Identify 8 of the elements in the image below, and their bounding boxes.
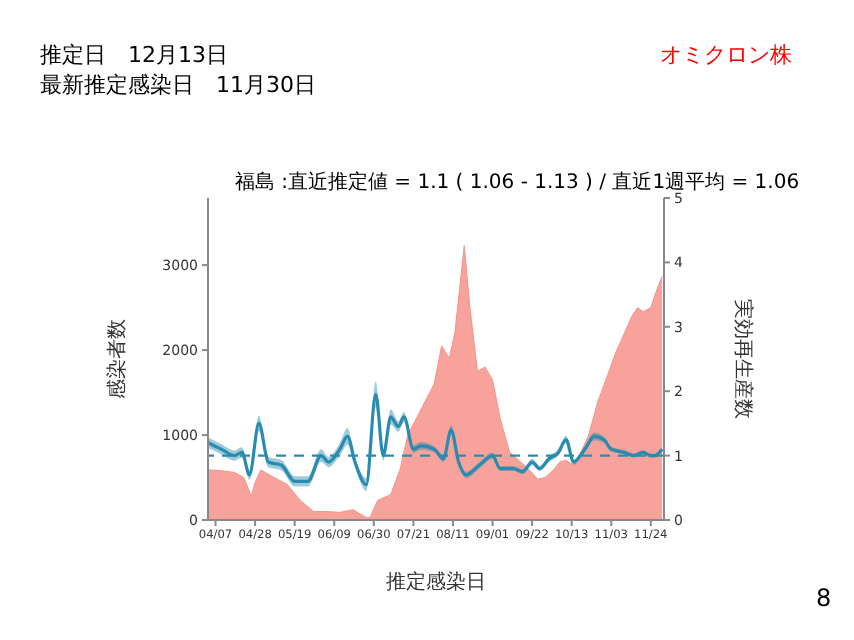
text: 推定日 12月13日 xyxy=(40,40,228,70)
y2-axis-title: 実効再生産数 xyxy=(730,299,755,419)
x-axis-title: 推定感染日 xyxy=(386,570,486,594)
text: オミクロン株 xyxy=(660,40,792,70)
chart-title: 福島 :直近推定値 = 1.1 ( 1.06 - 1.13 ) / 直近1週平均 = 1.06 xyxy=(232,169,802,194)
text: 8 xyxy=(816,584,832,612)
text: 最新推定感染日 11月30日 xyxy=(40,70,316,100)
y-axis-title: 感染者数 xyxy=(105,319,130,399)
